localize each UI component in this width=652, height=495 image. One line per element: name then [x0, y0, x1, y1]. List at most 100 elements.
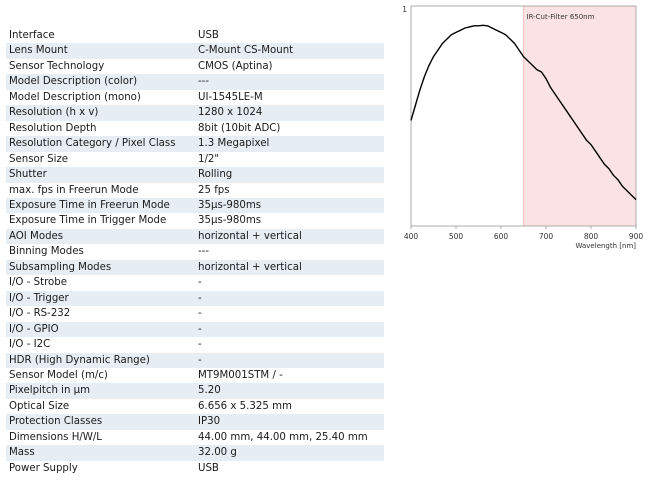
spec-table-body: Interface USB Lens Mount C-Mount CS-Mount Se…: [6, 28, 384, 476]
spec-value: 5.20: [196, 383, 384, 399]
spec-row: Shutter Rolling: [6, 167, 384, 183]
spec-label: Model Description (mono): [9, 91, 141, 103]
spec-value: ---: [196, 74, 384, 90]
spec-row: I/O - I2C -: [6, 337, 384, 352]
ir-cut-label: IR-Cut-Filter 650nm: [527, 13, 595, 21]
spec-label: AOI Modes: [6, 228, 196, 245]
spec-label: Exposure Time in Freerun Mode: [6, 197, 196, 214]
spec-label: Sensor Model (m/c): [9, 369, 108, 381]
spec-label: Mass: [6, 445, 196, 461]
spec-label: Binning Modes: [9, 246, 84, 258]
spec-label: I/O - GPIO: [6, 321, 196, 338]
spec-row: max. fps in Freerun Mode 25 fps: [6, 183, 384, 198]
spec-label: Pixelpitch in µm: [6, 383, 196, 399]
ir-cut-region: [523, 6, 636, 226]
spec-value: 1/2": [198, 153, 220, 165]
spec-row: Optical Size 6.656 x 5.325 mm: [6, 399, 384, 414]
spec-label: Sensor Technology: [9, 60, 105, 72]
spec-value: horizontal + vertical: [196, 228, 384, 245]
spec-label: I/O - Trigger: [6, 290, 196, 307]
x-tick-label: 700: [539, 232, 554, 241]
spec-row: Model Description (mono) UI-1545LE-M: [6, 90, 384, 105]
spec-label: max. fps in Freerun Mode: [9, 184, 139, 196]
spec-row: Sensor Size 1/2": [6, 152, 384, 167]
spec-value: -: [196, 352, 384, 368]
spec-value: Rolling: [196, 167, 384, 183]
spec-label: Protection Classes: [6, 414, 196, 430]
spec-value: 25 fps: [198, 184, 230, 196]
spec-row: Exposure Time in Freerun Mode 35µs-980ms: [6, 197, 384, 214]
spec-value: ---: [198, 246, 210, 258]
spec-row: Mass 32.00 g: [6, 445, 384, 461]
spec-label: I/O - Strobe: [9, 277, 68, 289]
spec-label: Resolution (h x v): [6, 105, 196, 121]
spec-row: I/O - Strobe -: [6, 275, 384, 290]
spec-row: HDR (High Dynamic Range) -: [6, 352, 384, 368]
spec-label: Model Description (color): [6, 74, 196, 90]
x-tick-label: 600: [494, 232, 509, 241]
spec-label: Optical Size: [9, 400, 70, 412]
spec-value: -: [196, 290, 384, 307]
spec-value: 1280 x 1024: [196, 105, 384, 121]
spec-row: Model Description (color) ---: [6, 74, 384, 90]
plot-frame: [410, 5, 637, 227]
spec-label: HDR (High Dynamic Range): [6, 352, 196, 368]
x-tick-label: 400: [404, 232, 419, 241]
spec-label: Shutter: [6, 167, 196, 183]
spec-label: Power Supply: [9, 462, 78, 474]
spec-row: Power Supply USB: [6, 461, 384, 476]
spec-table: Interface USB Lens Mount C-Mount CS-Mount Se…: [6, 28, 384, 476]
spec-value: UI-1545LE-M: [198, 91, 263, 103]
spec-row: Protection Classes IP30: [6, 414, 384, 430]
spec-row: AOI Modes horizontal + vertical: [6, 228, 384, 245]
spec-row: Resolution Depth 8bit (10bit ADC): [6, 121, 384, 136]
spec-row: Dimensions H/W/L 44.00 mm, 44.00 mm, 25.4…: [6, 430, 384, 445]
spec-value: 32.00 g: [196, 445, 384, 461]
spec-value: -: [196, 321, 384, 338]
spec-value: IP30: [196, 414, 384, 430]
spec-value: USB: [198, 462, 219, 474]
spec-row: I/O - Trigger -: [6, 290, 384, 307]
spec-label: Resolution Depth: [9, 122, 97, 134]
spec-label: Subsampling Modes: [6, 259, 196, 276]
spec-label: Resolution Category / Pixel Class: [6, 136, 196, 152]
spec-label: I/O - RS-232: [9, 308, 71, 320]
spec-value: C-Mount CS-Mount: [196, 43, 384, 59]
spec-row: I/O - RS-232 -: [6, 306, 384, 321]
spectral-sensitivity-chart: IR-Cut-Filter 650nm 400 500 600 700 800 900 1 Wa…: [402, 5, 644, 250]
spec-value: -: [198, 308, 202, 320]
spec-value: -: [198, 277, 202, 289]
spec-row: Subsampling Modes horizontal + vertical: [6, 259, 384, 276]
spec-row: I/O - GPIO -: [6, 321, 384, 338]
spec-row: Pixelpitch in µm 5.20: [6, 383, 384, 399]
spec-label: Dimensions H/W/L: [9, 431, 102, 443]
spec-value: 6.656 x 5.325 mm: [198, 400, 292, 412]
x-axis-label: Wavelength [nm]: [576, 242, 637, 250]
spec-row: Sensor Model (m/c) MT9M001STM / -: [6, 368, 384, 383]
spec-value: USB: [198, 30, 219, 41]
spec-row: Resolution (h x v) 1280 x 1024: [6, 105, 384, 121]
spec-label: Lens Mount: [6, 43, 196, 59]
x-tick-label: 800: [584, 232, 599, 241]
spec-value: 35µs-980ms: [196, 197, 384, 214]
spec-value: 35µs-980ms: [198, 215, 262, 227]
sensitivity-curve: [410, 24, 637, 201]
spec-row: Interface USB: [6, 28, 384, 43]
spec-value: MT9M001STM / -: [198, 369, 283, 381]
spec-row: Resolution Category / Pixel Class 1.3 Meg…: [6, 136, 384, 152]
x-tick-label: 500: [449, 232, 464, 241]
x-tick-label: 900: [629, 232, 644, 241]
spec-value: horizontal + vertical: [196, 259, 384, 276]
spec-label: Exposure Time in Trigger Mode: [9, 215, 167, 227]
spec-value: CMOS (Aptina): [198, 60, 273, 72]
y-tick-label: 1: [402, 5, 407, 14]
spec-label: Sensor Size: [9, 153, 69, 165]
spec-value: 1.3 Megapixel: [196, 136, 384, 152]
spec-row: Lens Mount C-Mount CS-Mount: [6, 43, 384, 59]
spec-value: -: [198, 339, 202, 351]
spec-row: Exposure Time in Trigger Mode 35µs-980ms: [6, 213, 384, 228]
spec-value: 8bit (10bit ADC): [198, 122, 281, 134]
spec-label: Interface: [9, 30, 55, 41]
spec-row: Sensor Technology CMOS (Aptina): [6, 59, 384, 74]
spec-label: I/O - I2C: [9, 339, 51, 351]
